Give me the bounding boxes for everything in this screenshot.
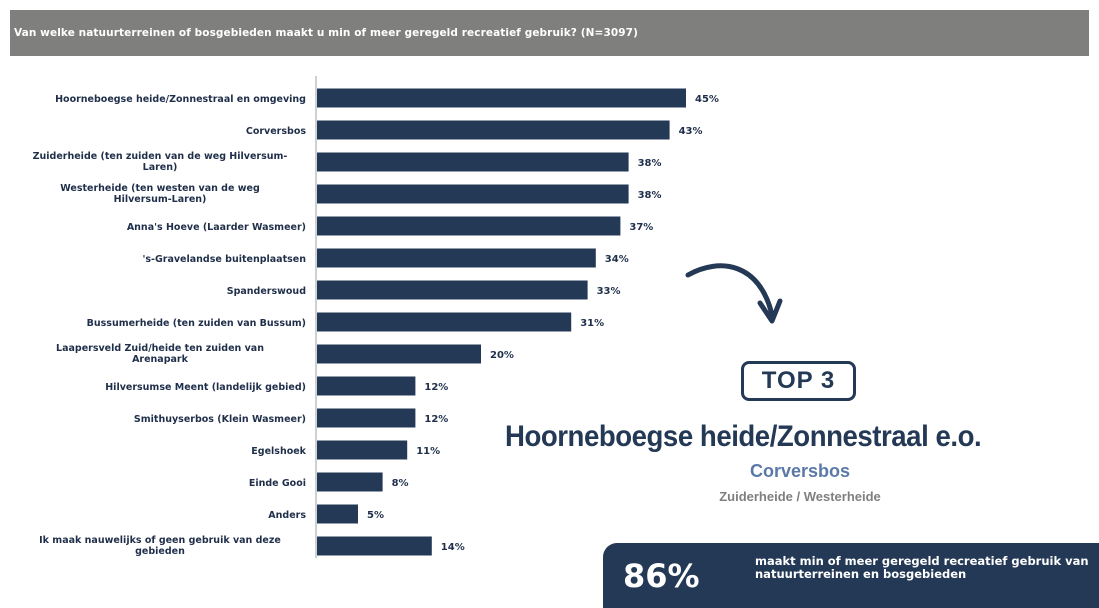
value-label-5: 34%	[605, 254, 629, 265]
category-label-0: Hoorneboegse heide/Zonnestraal en omgevi…	[55, 94, 306, 105]
question-text: Van welke natuurterreinen of bosgebieden…	[14, 27, 638, 39]
bar-9	[317, 376, 416, 396]
value-label-3: 38%	[638, 190, 662, 201]
category-label-7: Bussumerheide (ten zuiden van Bussum)	[87, 318, 306, 329]
value-label-8: 20%	[490, 350, 514, 361]
value-label-11: 11%	[416, 446, 440, 457]
value-label-10: 12%	[424, 414, 448, 425]
value-label-6: 33%	[597, 286, 621, 297]
category-label-2: Zuiderheide (ten zuiden van de weg Hilve…	[33, 151, 288, 173]
bar-13	[317, 504, 358, 524]
value-label-13: 5%	[367, 510, 384, 521]
category-label-14: Ik maak nauwelijks of geen gebruik van d…	[39, 535, 281, 557]
bar-12	[317, 472, 383, 492]
bar-4	[317, 216, 621, 236]
category-label-10: Smithuyserbos (Klein Wasmeer)	[134, 414, 306, 425]
bar-1	[317, 120, 670, 140]
top-rank-1: Hoorneboegse heide/Zonnestraal e.o.	[505, 420, 982, 453]
bar-2	[317, 152, 629, 172]
category-label-4: Anna's Hoeve (Laarder Wasmeer)	[127, 222, 306, 233]
bar-6	[317, 280, 588, 300]
value-label-4: 37%	[629, 222, 653, 233]
bar-0	[317, 88, 686, 108]
top-rank-3: Zuiderheide / Westerheide	[719, 489, 881, 504]
bar-8	[317, 344, 481, 364]
category-label-1: Corversbos	[246, 126, 306, 137]
bar-14	[317, 536, 432, 556]
bar-3	[317, 184, 629, 204]
category-label-5: 's-Gravelandse buitenplaatsen	[142, 254, 306, 265]
category-label-13: Anders	[268, 510, 306, 521]
value-label-14: 14%	[441, 542, 465, 553]
value-label-0: 45%	[695, 94, 719, 105]
value-label-12: 8%	[392, 478, 409, 489]
bar-7	[317, 312, 572, 332]
bar-11	[317, 440, 408, 460]
curved-arrow-icon	[685, 263, 783, 324]
value-label-9: 12%	[424, 382, 448, 393]
category-label-11: Egelshoek	[251, 446, 306, 457]
top-rank-2: Corversbos	[749, 461, 851, 481]
bar-5	[317, 248, 596, 268]
value-label-7: 31%	[580, 318, 604, 329]
category-label-6: Spanderswoud	[227, 286, 306, 297]
stat-text: maakt min of meer geregeld recreatief ge…	[755, 554, 1089, 581]
category-label-12: Einde Gooi	[249, 478, 306, 489]
category-label-3: Westerheide (ten westen van de weg Hilver…	[60, 183, 260, 205]
value-label-2: 38%	[638, 158, 662, 169]
question-header: Van welke natuurterreinen of bosgebieden…	[10, 10, 1089, 56]
top3-badge: TOP 3	[741, 361, 856, 401]
stat-callout: 86% maakt min of meer geregeld recreatie…	[603, 543, 1099, 608]
bar-10	[317, 408, 416, 428]
category-label-8: Laapersveld Zuid/heide ten zuiden van Are…	[56, 343, 264, 365]
value-label-1: 43%	[679, 126, 703, 137]
category-label-9: Hilversumse Meent (landelijk gebied)	[105, 382, 306, 393]
stat-value: 86%	[623, 557, 700, 595]
